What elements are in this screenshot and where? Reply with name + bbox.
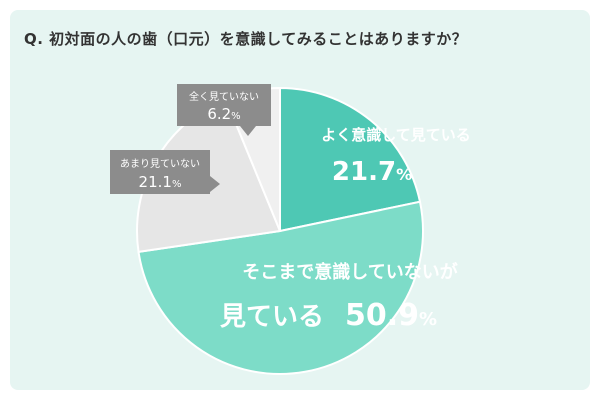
value-never: 6.2 — [207, 105, 231, 123]
callout-rarely: あまり見ていない 21.1% — [110, 150, 220, 194]
unit-somewhat: % — [419, 309, 437, 330]
value-often-text: 21.7% — [332, 157, 412, 187]
callout-never: 全く見ていない 6.2% — [177, 84, 271, 136]
callout-rarely-box — [110, 150, 210, 194]
label-often: よく意識して見ている — [321, 126, 471, 144]
callout-never-box — [177, 84, 271, 126]
slice-somewhat — [137, 200, 424, 375]
value-somewhat-text: 50.9% — [345, 298, 437, 333]
value-often: 21.7 — [332, 157, 396, 187]
unit-often: % — [396, 165, 412, 184]
label-somewhat-line2: 見ている — [220, 302, 324, 332]
unit-never: % — [231, 111, 241, 122]
value-somewhat: 50.9 — [345, 298, 419, 333]
label-somewhat-line1: そこまで意識していないが — [242, 261, 457, 283]
callout-rarely-pointer — [210, 176, 220, 192]
label-rarely: あまり見ていない — [120, 158, 200, 170]
unit-rarely: % — [172, 179, 182, 190]
slice-often — [279, 86, 422, 233]
callout-never-pointer — [240, 126, 256, 136]
value-rarely: 21.1 — [139, 173, 172, 191]
value-rarely-text: 21.1% — [139, 173, 182, 191]
label-never: 全く見ていない — [189, 90, 259, 103]
value-never-text: 6.2% — [207, 105, 240, 123]
question-title: Q. 初対面の人の歯（口元）を意識してみることはありますか？ — [24, 30, 468, 48]
